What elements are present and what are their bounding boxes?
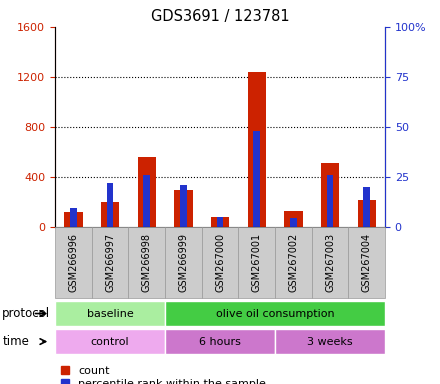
Text: protocol: protocol	[2, 307, 50, 320]
Bar	[64, 212, 83, 227]
Text: time: time	[2, 335, 29, 348]
Bar	[180, 185, 187, 227]
Bar	[275, 329, 385, 354]
Text: GSM267002: GSM267002	[288, 232, 298, 292]
Bar	[70, 208, 77, 227]
Text: control: control	[91, 336, 129, 347]
Bar	[363, 187, 370, 227]
Bar	[165, 301, 385, 326]
Text: GSM266997: GSM266997	[105, 233, 115, 291]
Text: GSM267004: GSM267004	[362, 233, 372, 291]
Bar	[358, 200, 376, 227]
Bar	[248, 72, 266, 227]
Bar	[138, 157, 156, 227]
Bar	[55, 329, 165, 354]
Text: 3 weeks: 3 weeks	[307, 336, 353, 347]
Bar	[290, 218, 297, 227]
Text: GSM267003: GSM267003	[325, 233, 335, 291]
Text: GSM267000: GSM267000	[215, 233, 225, 291]
Bar	[55, 301, 165, 326]
Bar	[284, 211, 303, 227]
Bar	[101, 202, 119, 227]
Title: GDS3691 / 123781: GDS3691 / 123781	[150, 9, 290, 24]
Bar	[174, 190, 193, 227]
Text: GSM266998: GSM266998	[142, 233, 152, 291]
Bar	[211, 217, 229, 227]
Bar	[165, 329, 275, 354]
Bar	[143, 175, 150, 227]
Text: GSM266996: GSM266996	[68, 233, 78, 291]
Bar	[217, 217, 224, 227]
Text: baseline: baseline	[87, 308, 133, 319]
Text: olive oil consumption: olive oil consumption	[216, 308, 334, 319]
Text: 6 hours: 6 hours	[199, 336, 241, 347]
Bar	[107, 183, 114, 227]
Legend: count, percentile rank within the sample: count, percentile rank within the sample	[61, 366, 266, 384]
Bar	[327, 175, 334, 227]
Bar	[253, 131, 260, 227]
Bar	[321, 163, 339, 227]
Text: GSM266999: GSM266999	[178, 233, 188, 291]
Text: GSM267001: GSM267001	[252, 233, 262, 291]
